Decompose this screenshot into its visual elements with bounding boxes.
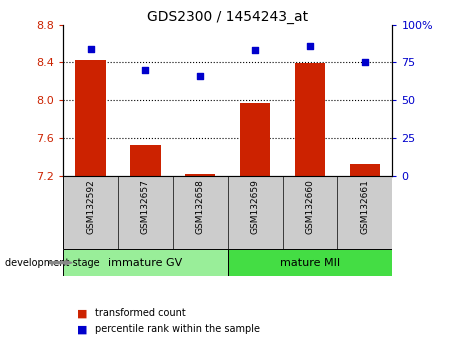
Text: GSM132659: GSM132659 [251,179,260,234]
Point [87,46,94,52]
Text: GSM132660: GSM132660 [306,179,314,234]
Text: development stage: development stage [5,258,99,268]
Text: immature GV: immature GV [108,258,183,268]
Point [307,43,314,49]
Point [252,47,259,53]
Bar [75,60,106,176]
Point [197,73,204,79]
Text: GSM132592: GSM132592 [86,179,95,234]
Bar [228,249,392,276]
Bar [185,174,216,176]
Title: GDS2300 / 1454243_at: GDS2300 / 1454243_at [147,10,308,24]
Bar [240,103,270,176]
Text: ■: ■ [77,324,87,334]
Text: GSM132661: GSM132661 [360,179,369,234]
Point [361,59,368,65]
Text: ■: ■ [77,308,87,318]
Text: GSM132657: GSM132657 [141,179,150,234]
Bar [63,249,228,276]
Text: mature MII: mature MII [280,258,340,268]
Text: percentile rank within the sample: percentile rank within the sample [95,324,260,334]
Text: transformed count: transformed count [95,308,185,318]
Bar [130,145,161,176]
Bar [295,63,325,176]
Text: GSM132658: GSM132658 [196,179,205,234]
Bar [350,164,380,176]
Point [142,67,149,73]
